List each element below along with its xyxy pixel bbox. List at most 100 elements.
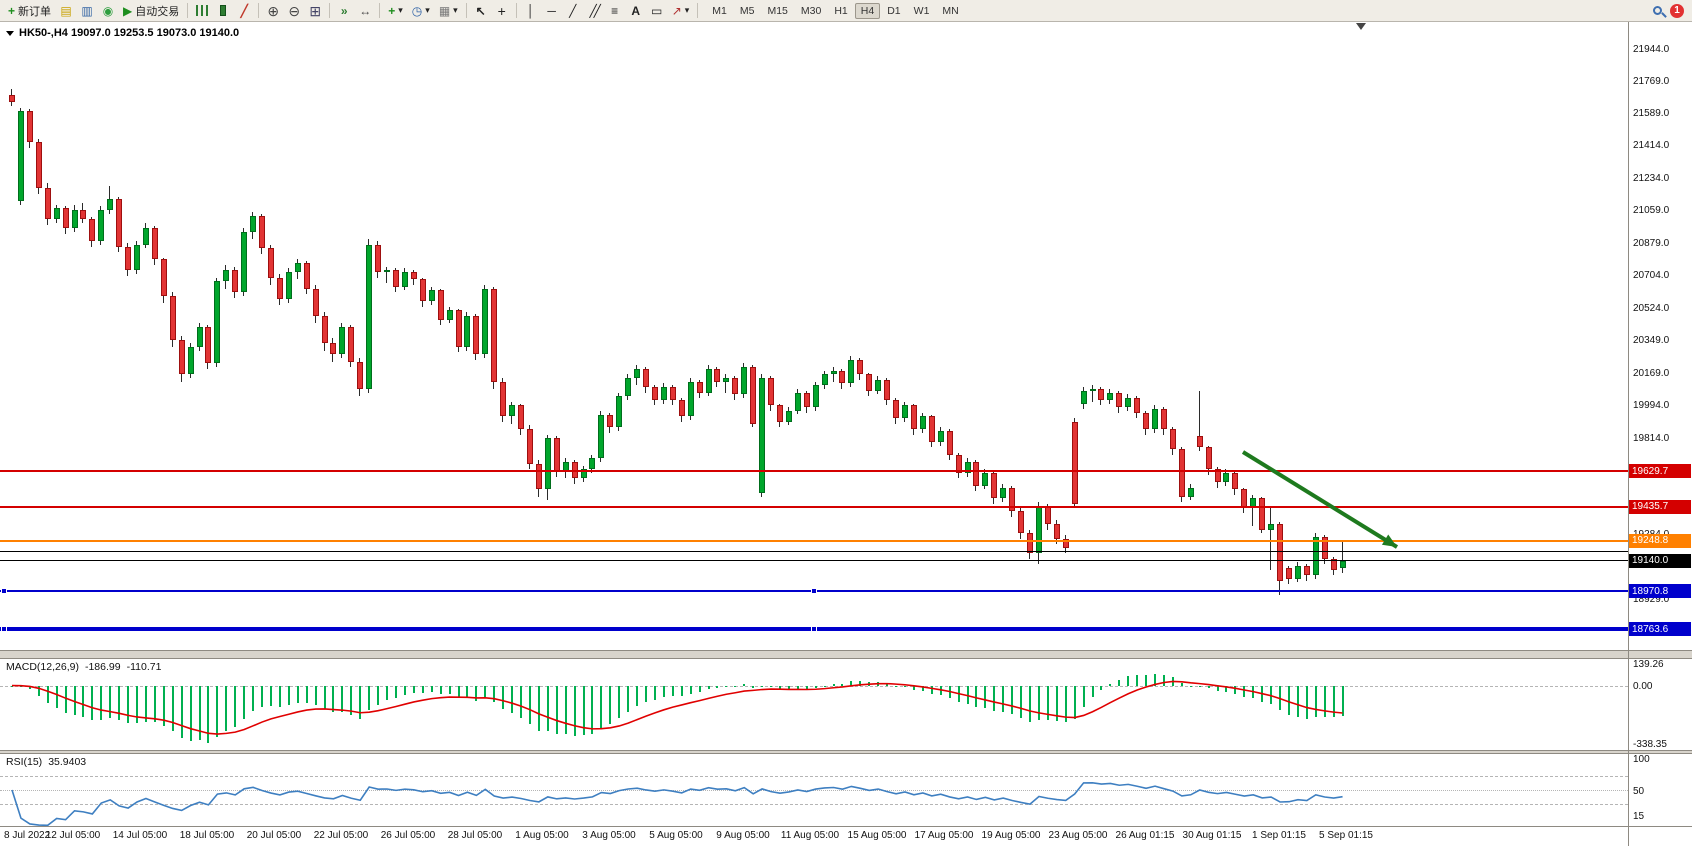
chart-shift-marker[interactable] [1356,23,1366,30]
macd-histogram-bar [359,685,362,720]
timeframe-W1[interactable]: W1 [913,4,930,17]
macd-histogram-bar [127,685,130,724]
macd-histogram-bar [653,685,656,701]
timeframe-M15[interactable]: M15 [767,4,788,17]
timeframe-M1[interactable]: M1 [712,4,727,17]
vertical-line-button[interactable]: │ [521,2,541,20]
timeframe-MN[interactable]: MN [942,4,959,17]
tile-windows-button[interactable]: ⊞ [305,2,325,20]
data-window-icon: ▥ [81,3,93,18]
panel-splitter[interactable] [0,650,1692,659]
arrow-tool-icon: ↗ [671,3,682,18]
horizontal-line-button[interactable]: ─ [542,2,562,20]
candle [71,210,78,229]
candle [732,377,739,395]
candle [1152,409,1159,430]
horizontal-line-object[interactable] [0,539,1628,542]
candle [276,277,283,300]
chart-bars-button[interactable] [192,2,212,20]
line-handle[interactable] [811,588,817,595]
symbol-dropdown-icon[interactable] [6,30,14,36]
strategy-tester-button[interactable]: ◉ [98,2,118,20]
timeframe-M30[interactable]: M30 [800,4,822,17]
timeframe-M5[interactable]: M5 [739,4,755,17]
macd-signal-value: -110.71 [126,661,162,673]
candle [1009,487,1016,512]
line-handle[interactable] [811,626,817,633]
macd-histogram-bar [627,685,630,712]
data-window-button[interactable]: ▥ [77,2,97,20]
macd-histogram-bar [636,685,639,706]
timeframe-H1[interactable]: H1 [834,4,848,17]
candle [714,368,721,382]
timeframe-H4[interactable]: H4 [854,2,881,19]
macd-histogram-bar [1127,676,1130,686]
periods-button[interactable]: ◷ ▾ [408,2,434,20]
macd-histogram-bar [1323,685,1326,717]
chart-candles-button[interactable] [213,2,233,20]
candle [241,231,248,293]
macd-histogram-bar [743,684,746,686]
market-watch-button[interactable]: ▤ [56,2,76,20]
candle [410,272,417,280]
time-axis-label: 11 Aug 05:00 [780,830,840,841]
price-axis-badge: 19140.0 [1629,553,1691,568]
macd-histogram-bar [421,685,424,694]
horizontal-line-object[interactable] [0,505,1628,508]
chart-shift-button[interactable]: ↔ [355,2,375,20]
new-order-button[interactable]: + 新订单 [4,2,55,20]
trendline-icon: ╱ [569,3,577,18]
candle [366,244,373,389]
rsi-panel[interactable] [0,754,1628,826]
candle [768,377,775,406]
line-handle[interactable] [1,588,7,595]
main-chart-canvas[interactable] [0,22,1628,650]
candle [723,377,730,382]
price-axis-label: 21234.0 [1633,173,1670,185]
candle [455,310,462,347]
label-button[interactable]: ▭ [647,2,667,20]
rsi-axis-label: 50 [1633,786,1645,797]
arrows-tool-button[interactable]: ↗ ▾ [668,2,694,20]
timeframe-D1[interactable]: D1 [887,4,901,17]
zoom-out-button[interactable]: ⊖ [284,2,304,20]
cursor-button[interactable]: ↖ [471,2,491,20]
macd-histogram-bar [493,685,496,703]
horizontal-line-object[interactable] [0,550,1628,552]
candle [759,377,766,493]
macd-histogram-bar [1305,685,1308,719]
templates-button[interactable]: ▦ ▾ [435,2,462,20]
candle [580,469,587,479]
macd-histogram-bar [64,685,67,713]
text-button[interactable]: A [626,2,646,20]
line-handle[interactable] [1,626,7,633]
label-icon: ▭ [651,3,663,18]
macd-histogram-bar [118,685,121,721]
macd-histogram-bar [698,685,701,693]
indicators-button[interactable]: + ▾ [384,2,407,20]
macd-panel[interactable] [0,659,1628,750]
rsi-value: 35.9403 [48,756,87,768]
candle [1035,505,1042,554]
channel-button[interactable]: ╱╱ [584,2,604,20]
horizontal-line-object[interactable] [0,560,1628,562]
candle-wick [386,266,388,284]
new-order-label: 新订单 [18,5,52,18]
panel-splitter[interactable] [0,750,1692,754]
autotrading-button[interactable]: ▶ 自动交易 [119,2,183,20]
candle [937,430,944,442]
macd-histogram-bar [993,685,996,711]
candle [178,339,185,375]
chart-line-button[interactable]: ╱ [234,2,254,20]
notification-badge[interactable]: 1 [1670,3,1684,18]
search-icon[interactable] [1653,6,1662,15]
crosshair-button[interactable]: + [492,2,512,20]
fibonacci-button[interactable]: ≡ [605,2,625,20]
zoom-in-button[interactable]: ⊕ [263,2,283,20]
chart-title: HK50-,H4 19097.0 19253.5 19073.0 19140.0 [6,27,239,39]
trendline-button[interactable]: ╱ [563,2,583,20]
candle [80,210,87,220]
candle [1259,498,1266,530]
horizontal-line-object[interactable] [0,470,1628,473]
auto-scroll-button[interactable]: » [334,2,354,20]
